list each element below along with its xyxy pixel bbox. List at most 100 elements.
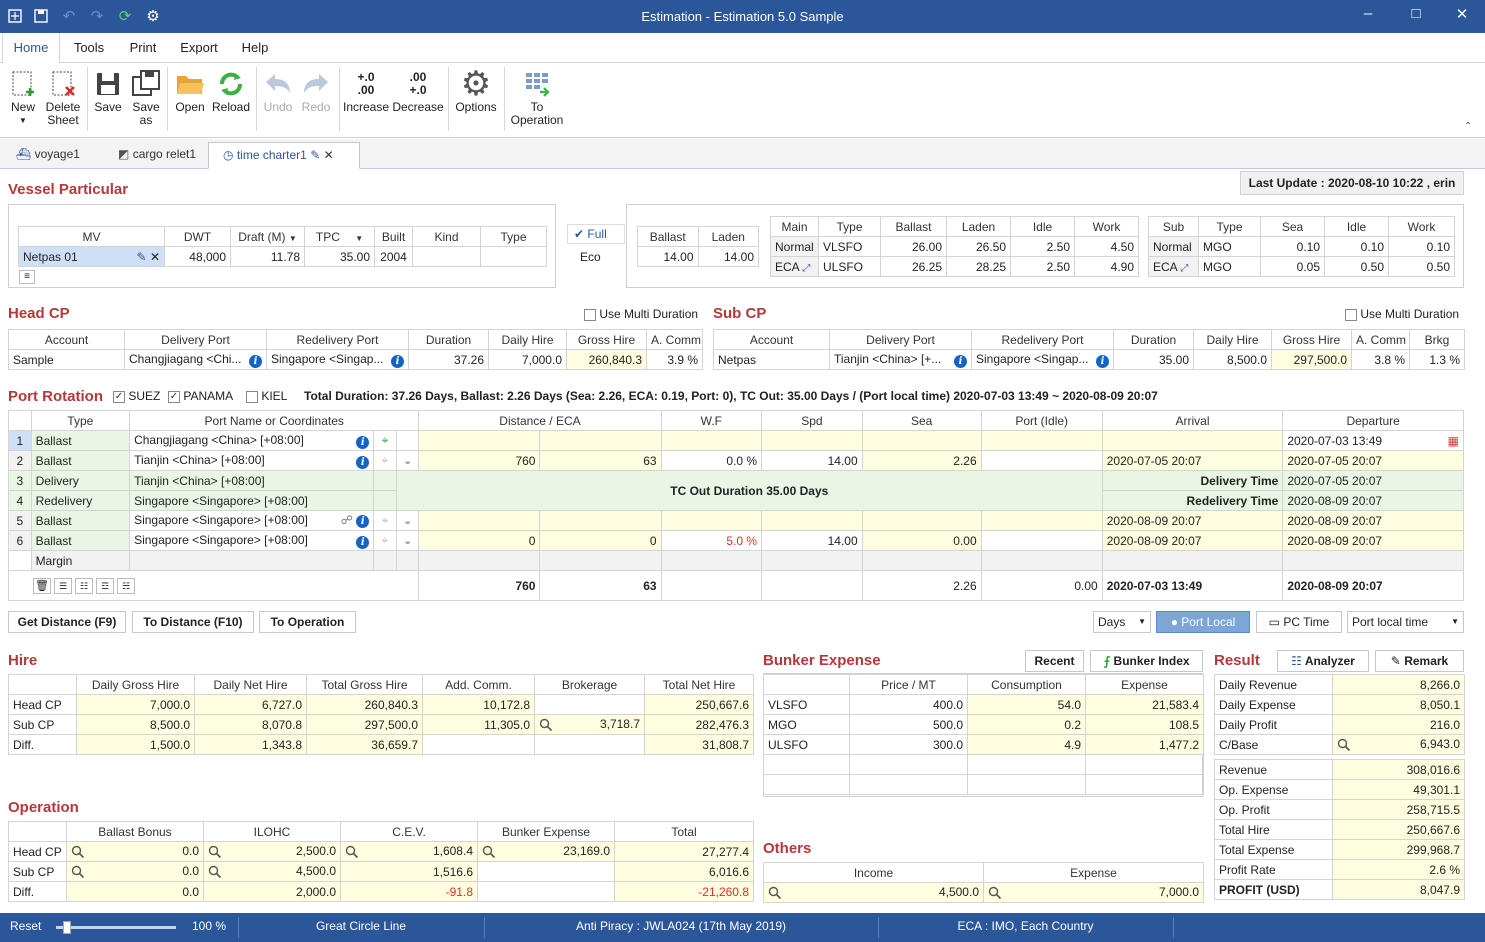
- bunker-expense-search-icon[interactable]: [482, 844, 496, 859]
- panama-checkbox[interactable]: ✓ PANAMA: [168, 389, 234, 403]
- move-row-down-icon[interactable]: ☵: [117, 577, 135, 594]
- remark-button[interactable]: ✎ Remark: [1375, 650, 1464, 672]
- zoom-slider-handle[interactable]: [63, 921, 71, 934]
- quick-save-icon[interactable]: [32, 7, 50, 25]
- kiel-checkbox[interactable]: KIEL: [246, 389, 287, 403]
- bunker-index-button[interactable]: ⨍ Bunker Index: [1090, 650, 1203, 672]
- quick-reload-icon[interactable]: ⟳: [118, 8, 132, 25]
- cev-search-icon[interactable]: [345, 844, 359, 859]
- save-button[interactable]: Save: [90, 67, 126, 133]
- days-select[interactable]: Days ▼: [1093, 611, 1151, 633]
- delete-row-trash-icon[interactable]: 🗑: [33, 577, 51, 594]
- clear-vessel-icon[interactable]: ✕: [149, 249, 160, 264]
- quick-redo-icon[interactable]: ↷: [90, 8, 104, 25]
- edit-pencil-icon[interactable]: ✎: [310, 148, 321, 162]
- mode-full-toggle[interactable]: ✔ Full: [567, 224, 625, 244]
- port-info-icon[interactable]: i: [356, 514, 370, 528]
- tab-voyage1[interactable]: ⛴ voyage1: [16, 147, 80, 161]
- speed-gauge-icon[interactable]: ◒: [395, 530, 420, 551]
- income-search-icon[interactable]: [768, 885, 782, 900]
- sub-ilohc-search-icon[interactable]: [208, 864, 222, 879]
- delete-sheet-button[interactable]: Delete Sheet: [42, 67, 84, 133]
- table-row[interactable]: 6 Ballast Singapore <Singapore> [+08:00]…: [8, 530, 1464, 551]
- collapse-ribbon-chevron-icon[interactable]: ⌃: [1464, 121, 1473, 132]
- link-icon[interactable]: ☍: [340, 513, 353, 528]
- location-pin-icon[interactable]: ⌖: [373, 530, 397, 551]
- new-button[interactable]: New ▼: [4, 67, 42, 133]
- menu-tab-export[interactable]: Export: [180, 40, 218, 55]
- quick-settings-gear-icon[interactable]: ⚙: [146, 8, 160, 25]
- tab-time-charter1[interactable]: ◷ time charter1 ✎ ✕: [208, 142, 360, 169]
- brokerage-search-icon[interactable]: [539, 717, 553, 732]
- margin-row[interactable]: Margin: [8, 550, 1464, 571]
- redelivery-port-info-icon[interactable]: i: [391, 354, 404, 368]
- reload-button[interactable]: Reload: [210, 67, 252, 133]
- reset-zoom-button[interactable]: Reset: [10, 919, 42, 933]
- speed-gauge-icon[interactable]: ◒: [395, 510, 420, 531]
- ballast-bonus-search-icon[interactable]: [71, 844, 85, 859]
- add-row-icon[interactable]: ☷: [75, 577, 93, 594]
- sub-cp-multi-duration-checkbox[interactable]: Use Multi Duration: [1345, 307, 1459, 321]
- save-as-button[interactable]: Save as: [128, 67, 164, 133]
- recent-button[interactable]: Recent: [1025, 650, 1084, 672]
- options-button[interactable]: ⚙ Options: [452, 67, 500, 133]
- vessel-name-cell[interactable]: Netpas 01 ✎ ✕: [18, 246, 165, 267]
- table-row[interactable]: 3 Delivery Tianjin <China> [+08:00] TC O…: [8, 470, 1464, 511]
- port-info-icon[interactable]: i: [356, 435, 370, 449]
- head-cp-multi-duration-checkbox[interactable]: Use Multi Duration: [584, 307, 698, 321]
- menu-tab-home[interactable]: Home: [2, 33, 60, 64]
- menu-tab-tools[interactable]: Tools: [73, 40, 105, 55]
- tab-cargo-relet1[interactable]: ◩ cargo relet1: [118, 147, 197, 161]
- sub-delivery-port-info-icon[interactable]: i: [954, 354, 967, 368]
- delivery-port-info-icon[interactable]: i: [249, 354, 262, 368]
- location-pin-icon[interactable]: ⌖: [373, 510, 397, 531]
- analyzer-button[interactable]: ☷ Analyzer: [1277, 650, 1369, 672]
- sub-redelivery-port-info-icon[interactable]: i: [1096, 354, 1109, 368]
- anti-piracy-status[interactable]: Anti Piracy : JWLA024 (17th May 2019): [575, 919, 787, 933]
- calendar-icon[interactable]: ▦: [1447, 433, 1459, 448]
- sub-eca-expand-icon[interactable]: ⤢: [1180, 262, 1189, 274]
- new-dropdown-chevron-icon[interactable]: ▼: [19, 116, 27, 125]
- pc-time-toggle[interactable]: ▭ PC Time: [1256, 611, 1342, 633]
- get-distance-button[interactable]: Get Distance (F9): [8, 611, 126, 633]
- to-operation-button[interactable]: To Operation: [259, 611, 356, 633]
- time-mode-select[interactable]: Port local time ▼: [1347, 611, 1464, 633]
- port-info-icon[interactable]: i: [356, 455, 370, 469]
- mode-eco-toggle[interactable]: Eco: [580, 250, 601, 264]
- speed-gauge-icon[interactable]: ◒: [395, 450, 420, 471]
- quick-undo-icon[interactable]: ↶: [62, 8, 76, 25]
- move-row-up-icon[interactable]: ☲: [96, 577, 114, 594]
- table-row[interactable]: 1 Ballast Changjiagang <China> [+08:00] i…: [8, 430, 1464, 451]
- redo-button[interactable]: Redo: [297, 67, 335, 133]
- undo-button[interactable]: Undo: [259, 67, 297, 133]
- vessel-list-icon[interactable]: ≡: [19, 270, 35, 284]
- close-window-icon[interactable]: ✕: [1455, 6, 1469, 23]
- zoom-slider[interactable]: [56, 926, 176, 929]
- close-tab-icon[interactable]: ✕: [323, 148, 334, 162]
- suez-checkbox[interactable]: ✓ SUEZ: [113, 389, 161, 403]
- edit-vessel-pencil-icon[interactable]: ✎: [136, 249, 147, 264]
- minimize-icon[interactable]: –: [1363, 5, 1373, 22]
- sub-ballast-bonus-search-icon[interactable]: [71, 864, 85, 879]
- cbase-search-icon[interactable]: [1337, 737, 1351, 752]
- location-pin-icon[interactable]: ⌖: [373, 430, 397, 451]
- draft-dropdown-icon[interactable]: ▼: [288, 233, 297, 243]
- port-info-icon[interactable]: i: [356, 535, 370, 549]
- to-distance-button[interactable]: To Distance (F10): [132, 611, 254, 633]
- location-pin-icon[interactable]: ⌖: [373, 450, 397, 471]
- to-operation-ribbon-button[interactable]: To Operation: [508, 67, 566, 133]
- menu-tab-print[interactable]: Print: [129, 40, 157, 55]
- port-local-toggle[interactable]: ● Port Local: [1156, 611, 1250, 633]
- insert-row-icon[interactable]: ☰: [54, 577, 72, 594]
- menu-tab-help[interactable]: Help: [241, 40, 269, 55]
- great-circle-line-status[interactable]: Great Circle Line: [315, 919, 407, 933]
- ilohc-search-icon[interactable]: [208, 844, 222, 859]
- table-row[interactable]: 5 Ballast Singapore <Singapore> [+08:00]…: [8, 510, 1464, 531]
- expense-search-icon[interactable]: [988, 885, 1002, 900]
- eca-expand-icon[interactable]: ⤢: [802, 262, 811, 274]
- maximize-icon[interactable]: □: [1411, 5, 1421, 22]
- decrease-decimal-button[interactable]: .00 +.0 Decrease: [392, 67, 444, 133]
- tpc-dropdown-icon[interactable]: ▼: [355, 233, 364, 243]
- eca-status[interactable]: ECA : IMO, Each Country: [957, 919, 1094, 933]
- table-row[interactable]: 4 Redelivery Singapore <Singapore> [+08:…: [8, 490, 1464, 511]
